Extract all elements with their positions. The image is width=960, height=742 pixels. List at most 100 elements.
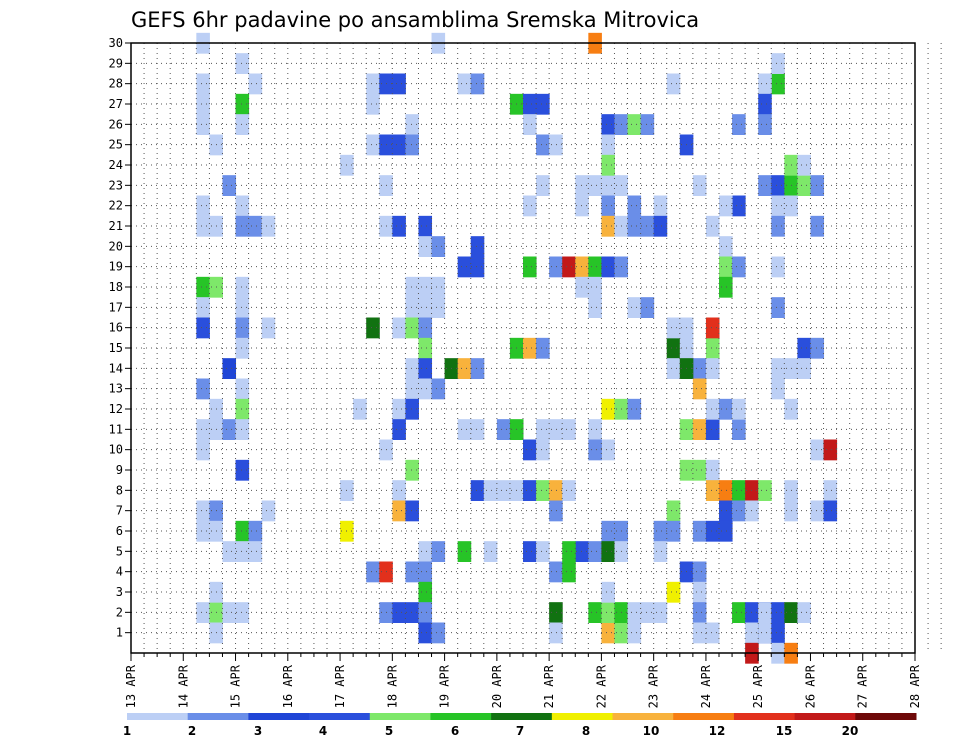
heatmap-cell [601,581,615,603]
heatmap-cell [353,398,367,420]
heatmap-cell [601,439,615,461]
heatmap-cell [457,419,472,440]
heatmap-cell [719,195,733,217]
heatmap-cell [601,175,615,196]
heatmap-cell [732,480,746,501]
x-tick-label: 15 APR [229,664,243,708]
heatmap-cell [705,419,720,440]
heatmap-cell [549,602,563,623]
heatmap-cell [562,541,576,562]
heatmap-cell [666,73,681,95]
heatmap-cell [470,256,485,278]
heatmap-cell [601,398,615,420]
y-tick-label: 18 [109,280,123,294]
heatmap-cell [692,602,707,623]
heatmap-cell [235,520,250,542]
heatmap-cell [235,378,250,400]
heatmap-cell [719,500,733,522]
legend-swatch [855,713,917,720]
heatmap-cell [705,622,720,644]
heatmap-cell [797,154,811,176]
heatmap-cell [405,378,419,400]
heatmap-cell [692,622,707,644]
heatmap-cell [692,378,707,400]
y-tick-label: 16 [109,321,123,335]
heatmap-cell [732,602,746,623]
legend-label: 2 [188,724,196,738]
heatmap-cell [431,541,446,562]
heatmap-cell [222,358,237,379]
heatmap-cell [457,256,472,278]
heatmap-cell [601,154,615,176]
heatmap-cell [405,134,419,156]
heatmap-cell [261,317,276,339]
legend-label: 4 [319,724,327,738]
heatmap-cell [823,500,838,522]
heatmap-cell [392,480,406,501]
heatmap-cell [405,297,419,318]
y-tick-label: 23 [109,178,123,192]
heatmap-cell [758,93,772,115]
legend-label: 6 [451,724,459,738]
heatmap-cell [653,602,668,623]
heatmap-cell [601,541,615,562]
x-tick-label: 25 APR [751,664,765,708]
heatmap-cell [366,317,380,339]
heatmap-cell [823,439,838,461]
heatmap-cell [758,480,772,501]
heatmap-cell [496,480,511,501]
legend-label: 3 [254,724,262,738]
heatmap-cell [536,541,550,562]
legend-label: 8 [582,724,590,738]
y-tick-label: 26 [109,117,123,131]
heatmap-cell [771,53,785,74]
y-tick-label: 9 [116,463,123,477]
y-tick-label: 13 [109,382,123,396]
heatmap-cell [719,520,733,542]
heatmap-cell [588,439,602,461]
heatmap-cell [366,93,380,115]
heatmap-cell [797,337,811,359]
heatmap-cell [705,520,720,542]
y-tick-label: 4 [116,565,123,579]
heatmap-cell [418,317,433,339]
heatmap-cell [536,93,550,115]
heatmap-cell [549,419,563,440]
heatmap-cell [627,297,642,318]
heatmap-cell [418,236,433,257]
heatmap-cell [470,358,485,379]
y-tick-label: 3 [116,585,123,599]
y-axis: 1234567891011121314151617181920212223242… [109,36,131,640]
heatmap-cell [235,114,250,135]
y-tick-label: 29 [109,56,123,70]
heatmap-cell [692,175,707,196]
heatmap-cell [771,358,785,379]
heatmap-cell [235,337,250,359]
heatmap-cell [392,500,406,522]
heatmap-cell [562,256,576,278]
heatmap-cell [588,276,602,298]
heatmap-cell [196,195,210,217]
heatmap-cell [431,297,446,318]
heatmap-cell [483,480,498,501]
heatmap-cell [431,236,446,257]
heatmap-cell [405,459,419,481]
heatmap-cell [627,602,642,623]
heatmap-cell [418,297,433,318]
heatmap-cell [222,419,237,440]
legend-swatch [612,713,674,720]
y-tick-label: 11 [109,422,123,436]
y-tick-label: 2 [116,605,123,619]
heatmap-cell [797,358,811,379]
y-tick-label: 17 [109,300,123,314]
heatmap-cell [392,398,406,420]
heatmap-cell [196,500,210,522]
heatmap-cell [575,256,589,278]
heatmap-cell [457,73,472,95]
heatmap-cell [692,358,707,379]
heatmap-cell [732,500,746,522]
heatmap-cell [640,602,655,623]
y-tick-label: 7 [116,504,123,518]
y-tick-label: 12 [109,402,123,416]
heatmap-cell [470,480,485,501]
